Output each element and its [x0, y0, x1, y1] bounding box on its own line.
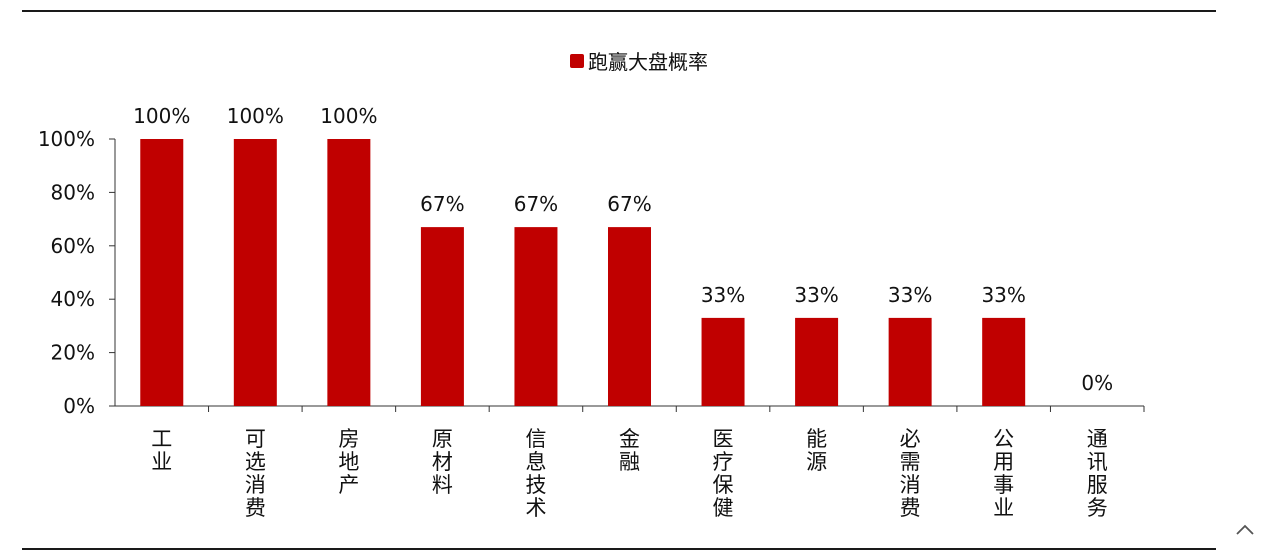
bar: [982, 317, 1026, 406]
bar: [701, 317, 745, 406]
data-label: 100%: [133, 104, 190, 128]
data-label: 67%: [514, 192, 558, 216]
category-label: 术: [525, 496, 546, 520]
category-label: 事: [993, 473, 1014, 497]
y-tick-label: 100%: [38, 127, 95, 151]
category-label: 金: [619, 427, 640, 451]
bar: [327, 139, 371, 406]
data-label: 100%: [320, 104, 377, 128]
category-label: 原: [432, 427, 453, 451]
category-label: 健: [713, 496, 734, 520]
category-label: 公: [993, 427, 1014, 451]
category-label: 必: [900, 427, 921, 451]
category-label: 融: [619, 450, 640, 474]
category-label: 可: [245, 427, 266, 451]
legend-label: 跑赢大盘概率: [588, 50, 708, 74]
bar: [608, 227, 651, 406]
category-label: 疗: [713, 450, 734, 474]
data-label: 0%: [1081, 371, 1113, 395]
y-tick-label: 40%: [51, 287, 95, 311]
category-label: 地: [338, 450, 359, 474]
data-label: 67%: [607, 192, 651, 216]
category-label: 费: [900, 496, 921, 520]
legend-swatch: [570, 53, 584, 68]
category-label: 产: [338, 473, 359, 497]
bar: [420, 227, 464, 406]
data-label: 100%: [227, 104, 284, 128]
y-tick-label: 60%: [51, 234, 95, 258]
category-label: 能: [806, 427, 827, 451]
category-label: 需: [900, 450, 921, 474]
category-label: 选: [245, 450, 266, 474]
category-label: 用: [993, 450, 1014, 474]
category-label: 料: [432, 473, 453, 497]
data-label: 33%: [701, 283, 745, 307]
data-label: 67%: [420, 192, 464, 216]
category-label: 讯: [1087, 450, 1108, 474]
category-label: 医: [713, 427, 734, 451]
bar: [140, 139, 184, 406]
bottom-rule: [22, 548, 1216, 550]
y-tick-label: 20%: [51, 341, 95, 365]
y-tick-label: 80%: [51, 180, 95, 204]
category-label: 技: [525, 473, 546, 497]
category-label: 业: [151, 450, 172, 474]
category-label: 业: [993, 496, 1014, 520]
category-label: 务: [1087, 496, 1108, 520]
category-label: 房: [338, 427, 359, 451]
bar: [233, 139, 277, 406]
chevron-up-icon[interactable]: [1234, 520, 1256, 538]
bar: [514, 227, 558, 406]
data-label: 33%: [981, 283, 1025, 307]
legend: 跑赢大盘概率: [570, 46, 708, 75]
y-tick-label: 0%: [63, 394, 95, 418]
category-label: 通: [1087, 427, 1108, 451]
category-label: 费: [245, 496, 266, 520]
data-label: 33%: [794, 283, 838, 307]
category-label: 源: [806, 450, 827, 474]
category-label: 信: [525, 427, 546, 451]
bar: [888, 317, 932, 406]
category-label: 材: [432, 450, 453, 474]
bar: [795, 317, 839, 406]
category-label: 工: [151, 427, 172, 451]
category-label: 服: [1087, 473, 1108, 497]
category-label: 消: [245, 473, 266, 497]
data-label: 33%: [888, 283, 932, 307]
category-label: 消: [900, 473, 921, 497]
top-rule: [22, 10, 1216, 12]
category-label: 保: [713, 473, 734, 497]
category-label: 息: [525, 450, 546, 474]
